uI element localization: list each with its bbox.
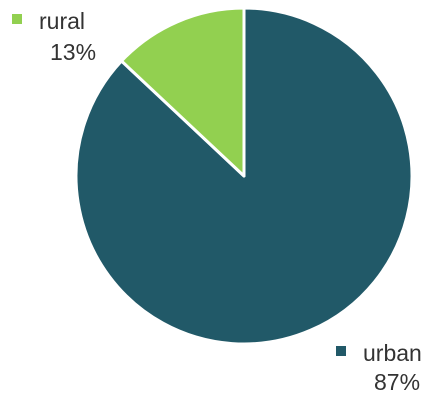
pie-slices — [74, 6, 414, 346]
rural-legend-marker — [12, 14, 22, 24]
rural-label-name: rural — [39, 8, 85, 34]
urban-legend-marker — [336, 346, 346, 356]
rural-label-percent: 13% — [50, 39, 96, 65]
urban-label-name: urban — [363, 340, 422, 366]
pie-slice-rural — [120, 6, 246, 178]
data-label-rural: rural 13% — [12, 8, 96, 65]
data-label-urban: urban 87% — [336, 340, 422, 394]
pie-slice-urban — [74, 6, 414, 346]
urban-label-percent: 87% — [374, 369, 420, 394]
